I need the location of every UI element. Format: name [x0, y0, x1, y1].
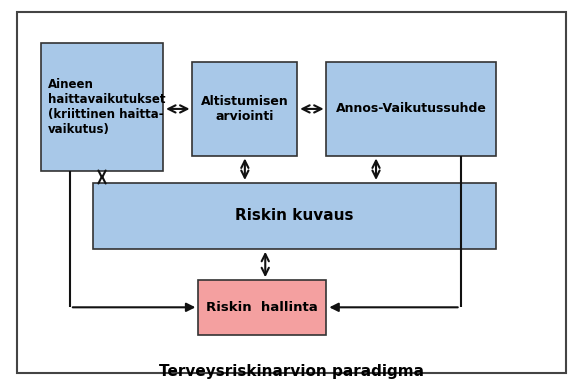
Text: Aineen
haittavaikutukset
(kriittinen haitta-
vaikutus): Aineen haittavaikutukset (kriittinen hai… [48, 78, 166, 136]
Text: Altistumisen
arviointi: Altistumisen arviointi [201, 95, 289, 123]
Text: Riskin kuvaus: Riskin kuvaus [235, 209, 354, 223]
Bar [326, 62, 496, 156]
Bar [192, 62, 297, 156]
Text: Annos-Vaikutussuhde: Annos-Vaikutussuhde [336, 102, 486, 116]
Text: Riskin  hallinta: Riskin hallinta [206, 301, 318, 314]
Text: Terveysriskinarvion paradigma: Terveysriskinarvion paradigma [159, 364, 424, 379]
Bar [41, 43, 163, 171]
Bar [93, 183, 496, 249]
Bar [198, 280, 326, 335]
